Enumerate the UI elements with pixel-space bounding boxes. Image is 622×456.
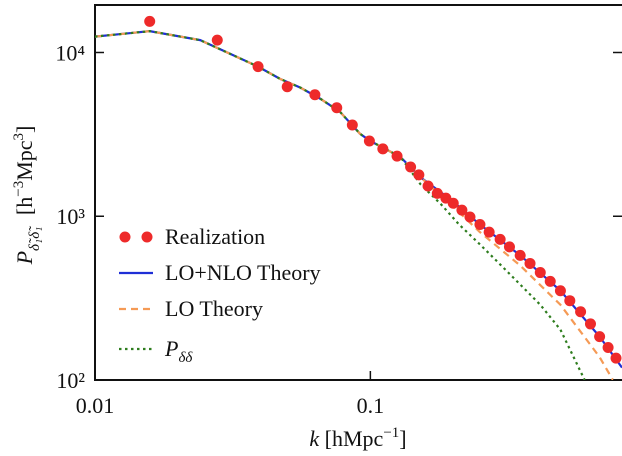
data-point	[554, 285, 566, 297]
legend-marker	[141, 231, 153, 243]
y-label-unit: Mpc	[12, 140, 37, 181]
y-label-subscript: δ̃₁δ̃₁	[27, 226, 43, 251]
data-point	[447, 197, 459, 209]
legend-label: Pδδ	[164, 336, 193, 366]
data-point	[363, 135, 375, 147]
line-series	[95, 30, 586, 380]
x-axis-label: k [hMpc−1]	[309, 425, 406, 451]
data-point	[422, 180, 434, 192]
y-label-exponent: −3	[11, 181, 27, 197]
data-point	[564, 295, 576, 307]
data-point	[524, 257, 536, 269]
line-series	[95, 30, 614, 380]
data-point	[211, 34, 223, 46]
y-label-exponent: 3	[11, 133, 27, 141]
legend-marker	[119, 231, 131, 243]
data-point	[391, 150, 403, 162]
data-point	[144, 15, 156, 27]
data-point	[252, 61, 264, 73]
y-label-unit: [h	[12, 197, 37, 215]
y-tick-label: 10³	[56, 204, 85, 229]
x-label-exponent: −1	[383, 425, 399, 441]
y-tick-label: 10⁴	[55, 40, 85, 65]
y-tick-label: 10²	[56, 368, 85, 393]
data-point	[594, 331, 606, 343]
data-point	[483, 226, 495, 238]
legend-label: LO+NLO Theory	[165, 260, 321, 285]
data-point	[331, 102, 343, 114]
data-point	[575, 306, 587, 318]
data-point	[534, 267, 546, 279]
data-point	[494, 233, 506, 245]
x-tick-label: 0.1	[357, 393, 385, 418]
legend-label-subscript: δδ	[178, 350, 193, 366]
legend-label: LO Theory	[165, 296, 263, 321]
y-label-symbol: P	[12, 251, 37, 265]
data-point	[309, 89, 321, 101]
data-point	[514, 249, 526, 261]
plot-area	[95, 15, 622, 380]
data-point	[544, 275, 556, 287]
x-tick-label: 0.01	[76, 393, 115, 418]
legend-label: Realization	[165, 224, 265, 249]
x-label-unit: [hMpc	[325, 426, 384, 451]
data-point	[456, 204, 468, 216]
data-point	[377, 143, 389, 155]
x-label-bracket: ]	[399, 426, 406, 451]
data-point	[474, 219, 486, 231]
data-point	[602, 341, 614, 353]
plot-frame	[94, 4, 622, 381]
data-point	[584, 318, 596, 330]
data-point	[413, 169, 425, 181]
data-point	[464, 211, 476, 223]
data-point	[405, 161, 417, 173]
data-point	[281, 81, 293, 93]
data-point	[610, 352, 622, 364]
data-point	[431, 187, 443, 199]
legend-label-symbol: P	[164, 336, 178, 361]
x-label-symbol: k	[309, 426, 320, 451]
data-point	[503, 241, 515, 253]
data-point	[346, 119, 358, 131]
y-axis-label: Pδ̃₁δ̃₁ [h−3Mpc3]	[11, 126, 44, 266]
y-label-bracket: ]	[12, 126, 37, 133]
